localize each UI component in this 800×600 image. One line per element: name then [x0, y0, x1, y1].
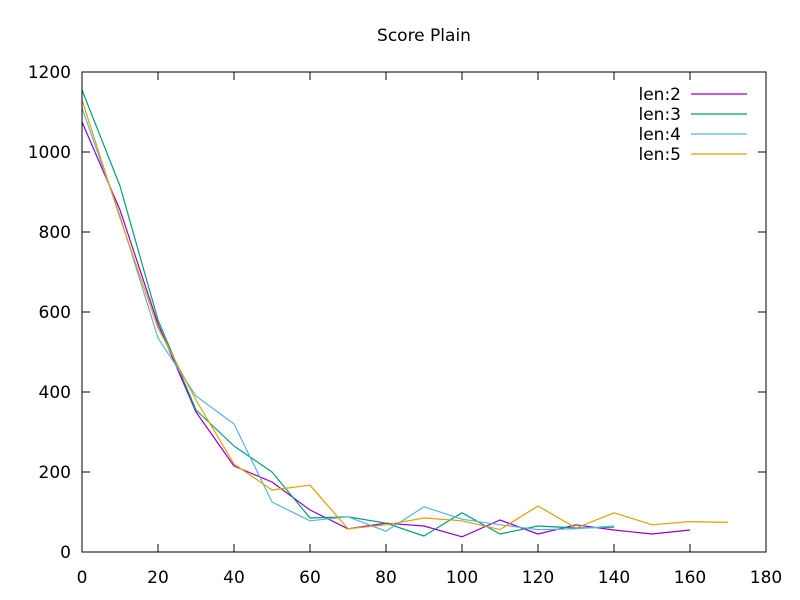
plot-frame	[81, 71, 767, 553]
x-tick-label: 180	[750, 568, 782, 588]
legend-label: len:2	[639, 85, 682, 105]
chart-title: Score Plain	[377, 26, 471, 46]
x-tick-label: 160	[674, 568, 706, 588]
x-tick-label: 80	[375, 568, 397, 588]
series-line-len-5	[81, 99, 729, 531]
series-line-len-4	[81, 107, 615, 532]
y-tick-label: 800	[39, 223, 71, 243]
x-tick-label: 0	[77, 568, 88, 588]
y-axis: 0 200 400 600 800 1000 1200	[28, 63, 766, 563]
y-tick-label: 1000	[28, 143, 71, 163]
y-tick-label: 600	[39, 303, 71, 323]
plot-area	[81, 89, 729, 538]
x-tick-label: 20	[147, 568, 169, 588]
y-tick-label: 200	[39, 463, 71, 483]
y-tick-label: 1200	[28, 63, 71, 83]
y-tick-label: 0	[60, 543, 71, 563]
x-tick-label: 100	[446, 568, 478, 588]
series-line-len-3	[81, 89, 615, 537]
x-tick-label: 60	[299, 568, 321, 588]
x-tick-label: 40	[223, 568, 245, 588]
x-axis: 0 20 40 60 80 100 120 140 160 180	[77, 72, 782, 588]
series-line-len-2	[81, 121, 691, 538]
x-tick-label: 140	[598, 568, 630, 588]
legend-label: len:3	[639, 105, 682, 125]
legend-label: len:4	[639, 125, 682, 145]
legend-label: len:5	[639, 145, 682, 165]
x-tick-label: 120	[522, 568, 554, 588]
y-tick-label: 400	[39, 383, 71, 403]
